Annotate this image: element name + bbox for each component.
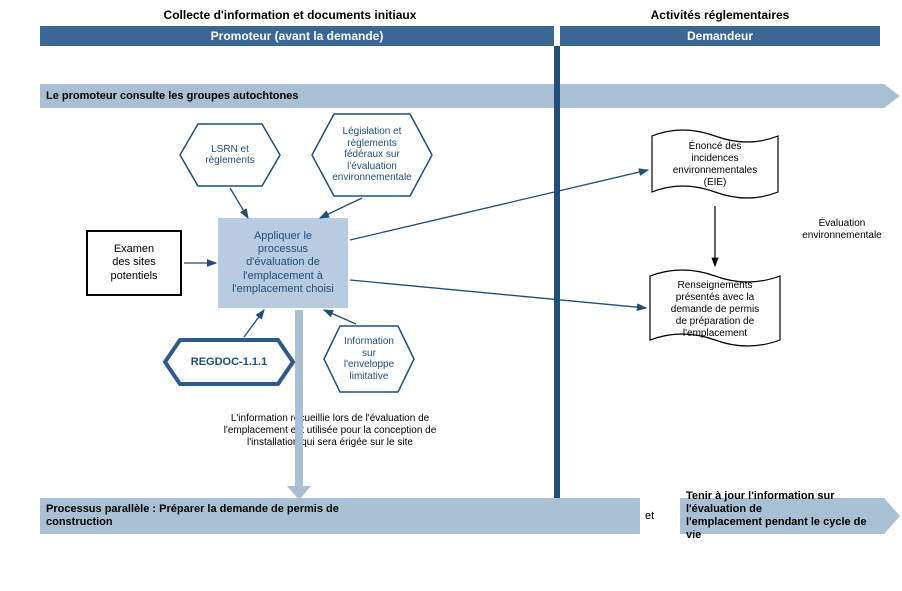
et-label: et [645, 510, 654, 522]
band-bot-left: Processus parallèle : Préparer la demand… [40, 498, 640, 534]
header-bar-right: Demandeur [560, 26, 880, 46]
doc-rens: Renseignements présentés avec la demande… [648, 270, 782, 350]
eval-env-label: Évaluation environnementale [792, 218, 892, 242]
soft-vbar [295, 400, 303, 490]
diagram-stage: Collecte d'information et documents init… [0, 0, 902, 591]
hex-legis: Législation et règlements fédéraux sur l… [310, 112, 434, 198]
hex-regdoc: REGDOC-1.1.1 [162, 337, 296, 387]
rect-examen: Examen des sites potentiels [86, 230, 182, 296]
arrow-head-bot [884, 498, 900, 534]
band-bot-right: Tenir à jour l'information sur l'évaluat… [680, 498, 884, 534]
arrow-head-top [884, 84, 900, 108]
header-left-title: Collecte d'information et documents init… [40, 8, 540, 22]
header-right-title: Activités réglementaires [560, 8, 880, 22]
arrow-band-top: Le promoteur consulte les groupes autoch… [40, 84, 884, 108]
process-box: Appliquer le processus d'évaluation de l… [218, 218, 348, 308]
hex-lsrn: LSRN et règlements [178, 122, 282, 188]
hex-info: Information sur l'enveloppe limitative [322, 324, 416, 394]
vertical-divider [554, 46, 560, 534]
middle-note: L'information recueillie lors de l'évalu… [200, 413, 460, 449]
band-top-text: Le promoteur consulte les groupes autoch… [46, 90, 298, 102]
doc-eie: Énoncé des incidences environnementales … [650, 130, 780, 200]
header-bar-left: Promoteur (avant la demande) [40, 26, 554, 46]
